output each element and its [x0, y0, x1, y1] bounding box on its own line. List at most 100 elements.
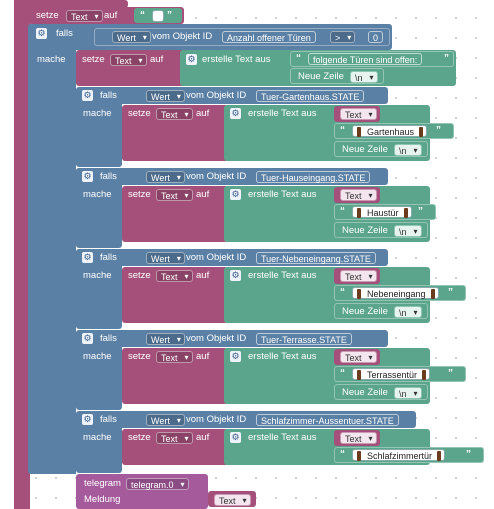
- quote-close: ”: [466, 449, 471, 460]
- to-label: auf: [196, 351, 210, 362]
- do-label: mache: [83, 189, 112, 200]
- telegram-label: telegram: [84, 478, 121, 489]
- text-variable-dropdown[interactable]: Text: [340, 351, 377, 364]
- if-label: falls: [100, 171, 117, 182]
- gear-icon[interactable]: ⚙: [82, 333, 93, 344]
- quote-open: “: [340, 449, 345, 460]
- object-label: vom Objekt ID: [186, 333, 247, 344]
- quote-close: ”: [436, 125, 441, 136]
- door-name: Haustür: [367, 208, 399, 218]
- object-id-field[interactable]: Tuer-Hauseingang.STATE: [256, 171, 371, 183]
- newline-dropdown[interactable]: \n: [394, 144, 422, 157]
- create-text-label: erstelle Text aus: [248, 432, 317, 443]
- newline-dropdown[interactable]: \n: [394, 306, 422, 319]
- value-dropdown[interactable]: Wert: [146, 414, 185, 427]
- quote-open: “: [340, 368, 345, 379]
- operator-dropdown[interactable]: >: [330, 31, 356, 44]
- gear-icon[interactable]: ⚙: [230, 351, 241, 362]
- text-variable-dropdown[interactable]: Text: [340, 270, 377, 283]
- object-id-field[interactable]: Schlafzimmer-Aussentuer.STATE: [256, 414, 399, 426]
- text-literal-field[interactable]: Schlafzimmertür: [352, 449, 446, 461]
- gear-icon[interactable]: ⚙: [36, 28, 47, 39]
- set-label: setze: [128, 189, 151, 200]
- text-literal-field[interactable]: Nebeneingang: [352, 287, 439, 299]
- gear-icon[interactable]: ⚙: [82, 252, 93, 263]
- newline-label: Neue Zeile: [342, 225, 388, 236]
- message-variable-dropdown[interactable]: Text: [214, 494, 251, 507]
- quote-open: “: [340, 125, 345, 136]
- to-label: auf: [196, 108, 210, 119]
- create-text-label: erstelle Text aus: [248, 189, 317, 200]
- set-label: setze: [128, 270, 151, 281]
- newline-label: Neue Zeile: [342, 144, 388, 155]
- gear-icon[interactable]: ⚙: [230, 108, 241, 119]
- newline-dropdown[interactable]: \n: [394, 225, 422, 238]
- newline-label: Neue Zeile: [298, 71, 344, 82]
- variable-dropdown[interactable]: Text: [156, 270, 193, 283]
- set-label: setze: [128, 108, 151, 119]
- value-dropdown[interactable]: Wert: [146, 252, 185, 265]
- value-dropdown[interactable]: Wert: [146, 333, 185, 346]
- variable-dropdown[interactable]: Text: [156, 351, 193, 364]
- outer-trigger-spine: [14, 0, 30, 509]
- number-field[interactable]: 0: [368, 31, 384, 43]
- value-dropdown[interactable]: Wert: [146, 90, 185, 103]
- create-text-label: erstelle Text aus: [248, 108, 317, 119]
- text-variable-dropdown[interactable]: Text: [340, 189, 377, 202]
- text-literal-field[interactable]: folgende Türen sind offen:: [308, 53, 423, 65]
- cursor-mark-icon: [403, 208, 408, 218]
- object-id-field[interactable]: Tuer-Gartenhaus.STATE: [256, 90, 365, 102]
- quote-close: ”: [167, 10, 172, 21]
- do-label: mache: [83, 270, 112, 281]
- variable-dropdown[interactable]: Text: [110, 54, 147, 67]
- object-label: vom Objekt ID: [186, 414, 247, 425]
- door-name: Nebeneingang: [367, 289, 426, 299]
- gear-icon[interactable]: ⚙: [230, 270, 241, 281]
- gear-icon[interactable]: ⚙: [230, 189, 241, 200]
- if-label: falls: [56, 28, 73, 39]
- gear-icon[interactable]: ⚙: [82, 414, 93, 425]
- if-label: falls: [100, 333, 117, 344]
- to-label: auf: [196, 432, 210, 443]
- cursor-mark-icon: [357, 451, 361, 461]
- quote-open: “: [340, 206, 345, 217]
- object-id-field[interactable]: Anzahl offener Türen: [222, 31, 316, 43]
- gear-icon[interactable]: ⚙: [82, 90, 93, 101]
- text-literal-field[interactable]: Haustür: [352, 206, 412, 218]
- door-name: Gartenhaus: [367, 127, 415, 137]
- if-label: falls: [100, 90, 117, 101]
- object-label: vom Objekt ID: [186, 90, 247, 101]
- text-variable-dropdown[interactable]: Text: [340, 432, 377, 445]
- telegram-instance-dropdown[interactable]: telegram.0: [126, 478, 189, 491]
- quote-open: “: [296, 53, 301, 64]
- text-variable-dropdown[interactable]: Text: [340, 108, 377, 121]
- gear-icon[interactable]: ⚙: [82, 171, 93, 182]
- empty-text-field[interactable]: [152, 10, 164, 22]
- newline-dropdown[interactable]: \n: [350, 71, 378, 84]
- variable-dropdown[interactable]: Text: [156, 432, 193, 445]
- outer-trigger-block[interactable]: [14, 0, 128, 8]
- value-dropdown[interactable]: Wert: [146, 171, 185, 184]
- variable-dropdown[interactable]: Text: [66, 10, 103, 23]
- set-label: setze: [128, 432, 151, 443]
- quote-close: ”: [448, 368, 453, 379]
- variable-dropdown[interactable]: Text: [156, 189, 193, 202]
- gear-icon[interactable]: ⚙: [186, 54, 197, 65]
- to-label: auf: [196, 270, 210, 281]
- text-literal-field[interactable]: Terrassentür: [352, 368, 431, 380]
- value-dropdown[interactable]: Wert: [112, 31, 151, 44]
- object-label: vom Objekt ID: [152, 31, 213, 42]
- object-label: vom Objekt ID: [186, 171, 247, 182]
- object-id-field[interactable]: Tuer-Nebeneingang.STATE: [256, 252, 376, 264]
- variable-dropdown[interactable]: Text: [156, 108, 193, 121]
- text-literal-field[interactable]: Gartenhaus: [352, 125, 428, 137]
- cursor-mark-icon: [357, 370, 361, 380]
- cursor-mark-icon: [357, 208, 361, 218]
- cursor-mark-icon: [357, 127, 361, 137]
- create-text-label: erstelle Text aus: [248, 351, 317, 362]
- object-id-field[interactable]: Tuer-Terrasse.STATE: [256, 333, 352, 345]
- newline-dropdown[interactable]: \n: [394, 387, 422, 400]
- newline-label: Neue Zeile: [342, 387, 388, 398]
- gear-icon[interactable]: ⚙: [230, 432, 241, 443]
- if-label: falls: [100, 414, 117, 425]
